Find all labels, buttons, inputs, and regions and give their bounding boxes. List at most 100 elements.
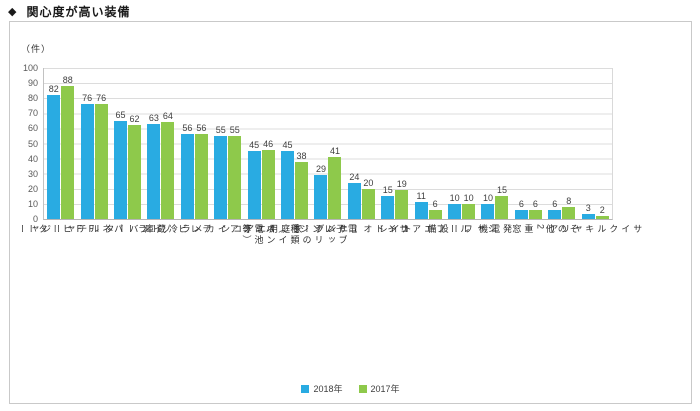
bar-col-2017: 64 — [161, 68, 175, 219]
category-label: 電子レンジ — [298, 224, 357, 235]
page-title: ◆ 関心度が高い装備 — [8, 3, 130, 20]
bar-col-2017: 76 — [94, 68, 108, 219]
bar-groups: 82 88 ＦＦヒーター 76 76 ソーラーパネルチャージャー 6 — [17, 68, 642, 246]
value-label-2018: 11 — [416, 191, 426, 202]
bar-col-2018: 24 — [347, 68, 361, 219]
bar-col-2018: 15 — [381, 68, 395, 219]
bar-2017 — [161, 122, 175, 219]
bar-col-2017: 6 — [428, 68, 442, 219]
category-label: 2重窓 — [511, 224, 546, 235]
legend-label-2017: 2017年 — [370, 384, 400, 394]
bar-2018 — [381, 196, 395, 219]
bar-pair: 55 55 — [214, 68, 242, 219]
value-label-2017: 19 — [396, 179, 407, 190]
bar-col-2018: 56 — [180, 68, 194, 219]
y-tick-label: 70 — [27, 108, 38, 119]
bar-2017 — [194, 134, 208, 219]
diamond-bullet-icon: ◆ — [8, 6, 18, 18]
y-tick-label: 50 — [27, 138, 38, 149]
value-label-2017: 64 — [162, 111, 173, 122]
value-label-2017: 76 — [96, 93, 107, 104]
bar-2017 — [428, 209, 442, 219]
value-label-2018: 76 — [82, 93, 93, 104]
bar-group: 45 46 家庭用エアコン — [220, 68, 302, 235]
bar-2017 — [61, 86, 75, 219]
value-label-2018: 45 — [282, 140, 293, 151]
bar-group: 15 19 トイレ — [378, 68, 412, 235]
bar-col-2017: 8 — [562, 68, 576, 219]
value-label-2017: 6 — [432, 198, 438, 209]
value-label-2017: 8 — [566, 195, 572, 206]
value-label-2018: 45 — [249, 140, 260, 151]
value-label-2017: 62 — [129, 114, 140, 125]
bar-col-2018: 11 — [414, 68, 428, 219]
legend-label-2018: 2018年 — [313, 384, 343, 394]
bar-col-2017: 41 — [328, 68, 342, 219]
value-label-2017: 38 — [296, 150, 307, 161]
bar-pair: 15 19 — [381, 68, 409, 219]
bar-2018 — [47, 95, 61, 219]
bar-col-2017: 20 — [361, 68, 375, 219]
legend-swatch-2017-icon — [358, 384, 367, 393]
category-label: シャワー設備 — [426, 224, 497, 235]
bar-pair: 63 64 — [147, 68, 175, 219]
bar-2017 — [462, 203, 476, 219]
bar-2017 — [395, 190, 409, 219]
bar-2018 — [548, 209, 562, 219]
bar-2018 — [347, 182, 361, 219]
bar-2017 — [495, 196, 509, 219]
value-label-2017: 56 — [196, 123, 207, 134]
category-label: ルーフエアコン — [387, 224, 470, 235]
y-tick-label: 100 — [22, 63, 38, 73]
value-label-2018: 24 — [349, 171, 360, 182]
bar-col-2018: 63 — [147, 68, 161, 219]
bar-col-2018: 10 — [481, 68, 495, 219]
y-axis-unit-label: （件） — [21, 44, 52, 54]
bar-2018 — [114, 120, 128, 219]
bar-group: 45 38 サブバッテリーの種類 （イオン電池等） — [242, 68, 348, 246]
value-label-2017: 88 — [62, 75, 73, 86]
value-label-2018: 6 — [518, 198, 524, 209]
bar-col-2018: 29 — [314, 68, 328, 219]
bar-2018 — [481, 203, 495, 219]
category-label: 発電機 — [477, 224, 512, 235]
bar-pair: 11 6 — [414, 68, 442, 219]
bar-pair: 10 15 — [481, 68, 509, 219]
bar-2017 — [261, 149, 275, 219]
bar-pair: 76 76 — [80, 68, 108, 219]
bar-col-2018: 3 — [581, 68, 595, 219]
value-label-2018: 63 — [148, 112, 159, 123]
legend-item-2018: 2018年 — [301, 382, 343, 395]
bar-pair: 45 46 — [247, 68, 275, 219]
bar-pair: 6 8 — [548, 68, 576, 219]
bar-col-2018: 76 — [80, 68, 94, 219]
y-tick-label: 90 — [27, 78, 38, 89]
value-label-2018: 15 — [382, 185, 393, 196]
bar-group: 56 56 テレビ — [177, 68, 211, 235]
category-label: インバーター — [92, 224, 163, 235]
bar-group: 29 41 電子レンジ — [299, 68, 357, 235]
bar-2018 — [147, 123, 161, 219]
bar-2018 — [180, 134, 194, 219]
bar-col-2018: 65 — [114, 68, 128, 219]
category-label: 冷蔵庫 — [143, 224, 178, 235]
bar-group: 3 2 サイクルキャリア — [548, 68, 642, 235]
bar-group: 11 6 ルーフエアコン — [387, 68, 469, 235]
bar-group: 6 8 その他 — [545, 68, 579, 235]
category-label: バックアイカメラ — [180, 224, 275, 235]
bar-col-2018: 55 — [214, 68, 228, 219]
chart-legend: 2018年 2017年 — [10, 382, 691, 395]
value-label-2018: 3 — [585, 203, 591, 214]
bar-2018 — [281, 151, 295, 219]
bar-2018 — [581, 214, 595, 219]
value-label-2018: 6 — [552, 198, 558, 209]
bar-col-2018: 6 — [514, 68, 528, 219]
bar-col-2017: 46 — [261, 68, 275, 219]
value-label-2018: 55 — [215, 124, 226, 135]
bar-2018 — [448, 203, 462, 219]
value-label-2018: 56 — [182, 123, 193, 134]
bar-col-2017: 55 — [228, 68, 242, 219]
category-label: テレビ — [177, 224, 212, 235]
bar-2017 — [228, 135, 242, 219]
value-label-2017: 15 — [496, 185, 507, 196]
